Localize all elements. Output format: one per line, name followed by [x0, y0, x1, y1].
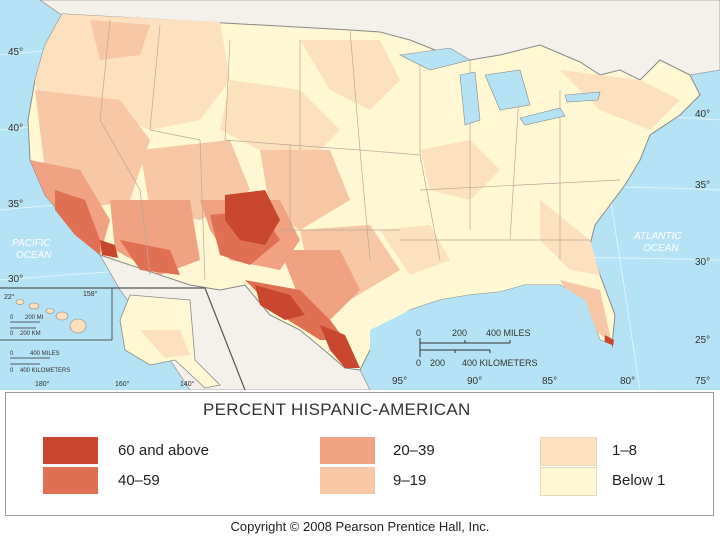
lat-label-right-35: 35°	[695, 180, 710, 191]
hawaii-scale-km-0: 0	[10, 331, 14, 337]
hawaii-scale-km: 200 KM	[20, 331, 41, 337]
atlantic-ocean-label: ATLANTIC	[633, 231, 682, 242]
alaska-region-1-8	[140, 330, 190, 358]
hawaii-lat-label: 22°	[4, 293, 15, 301]
great-lakes	[399, 47, 601, 126]
legend-label-1-8: 1–8	[612, 442, 638, 459]
legend-swatch-below-1	[540, 467, 597, 496]
lat-label-right-25: 25°	[695, 335, 710, 346]
lat-label-left-35: 35°	[8, 199, 23, 210]
lon-label-80: 80°	[620, 376, 635, 387]
scale-miles-0: 0	[416, 328, 421, 338]
atlantic-ocean-label-2: OCEAN	[643, 243, 679, 254]
alaska-scale-mi-0: 0	[10, 351, 14, 357]
hawaii-scale-mi: 200 MI	[25, 315, 44, 321]
pacific-ocean-label: PACIFIC	[12, 238, 51, 249]
legend-label-below-1: Below 1	[612, 472, 666, 489]
legend-swatch-40-59	[43, 467, 98, 494]
lon-label-75: 75°	[695, 376, 710, 387]
legend-swatch-60-plus	[43, 437, 98, 464]
legend-label-9-19: 9–19	[393, 472, 427, 489]
scale-miles-400: 400 MILES	[486, 328, 531, 338]
hawaii-scale-bar	[10, 321, 40, 329]
legend-swatch-20-39	[320, 437, 375, 464]
scale-miles-200: 200	[452, 328, 467, 338]
legend-label-20-39: 20–39	[393, 442, 435, 459]
pacific-ocean-label-2: OCEAN	[16, 250, 52, 261]
lat-label-right-40: 40°	[695, 109, 710, 120]
hawaii	[15, 299, 87, 334]
alaska-lon-160: 160°	[115, 380, 130, 388]
alaska-scale-km-0: 0	[10, 368, 14, 374]
hawaii-scale-mi-0: 0	[10, 315, 14, 321]
alaska-scale-bar	[10, 357, 50, 365]
scale-km-400: 400 KILOMETERS	[462, 358, 538, 368]
main-scale-bar	[419, 338, 511, 357]
lon-label-90: 90°	[467, 376, 482, 387]
alaska-scale-km: 400 KILOMETERS	[20, 368, 70, 374]
lat-label-left-30: 30°	[8, 274, 23, 285]
gulf-of-mexico	[370, 285, 620, 390]
lon-label-85: 85°	[542, 376, 557, 387]
legend-swatch-1-8	[540, 437, 597, 466]
lat-label-left-45: 45°	[8, 47, 23, 58]
hispanic-population-map: PACIFIC OCEAN ATLANTIC OCEAN 45° 40° 35°…	[0, 0, 720, 390]
inset-frame	[0, 287, 246, 390]
legend-swatch-9-19	[320, 467, 375, 494]
legend-title: PERCENT HISPANIC-AMERICAN	[203, 400, 471, 419]
legend-label-60-plus: 60 and above	[118, 442, 209, 459]
legend-label-40-59: 40–59	[118, 472, 160, 489]
alaska-scale-mi: 400 MILES	[30, 351, 60, 357]
hawaii-lon-label: 158°	[83, 290, 98, 298]
scale-km-0: 0	[416, 358, 421, 368]
alaska-lon-180: 180°	[35, 380, 50, 388]
lon-label-95: 95°	[392, 376, 407, 387]
class-60-plus-regions	[100, 190, 614, 368]
lat-label-right-30: 30°	[695, 257, 710, 268]
scale-km-200: 200	[430, 358, 445, 368]
copyright-notice: Copyright © 2008 Pearson Prentice Hall, …	[230, 519, 490, 534]
state-borders	[99, 19, 621, 281]
alaska-lon-140: 140°	[180, 380, 195, 388]
lat-label-left-40: 40°	[8, 123, 23, 134]
